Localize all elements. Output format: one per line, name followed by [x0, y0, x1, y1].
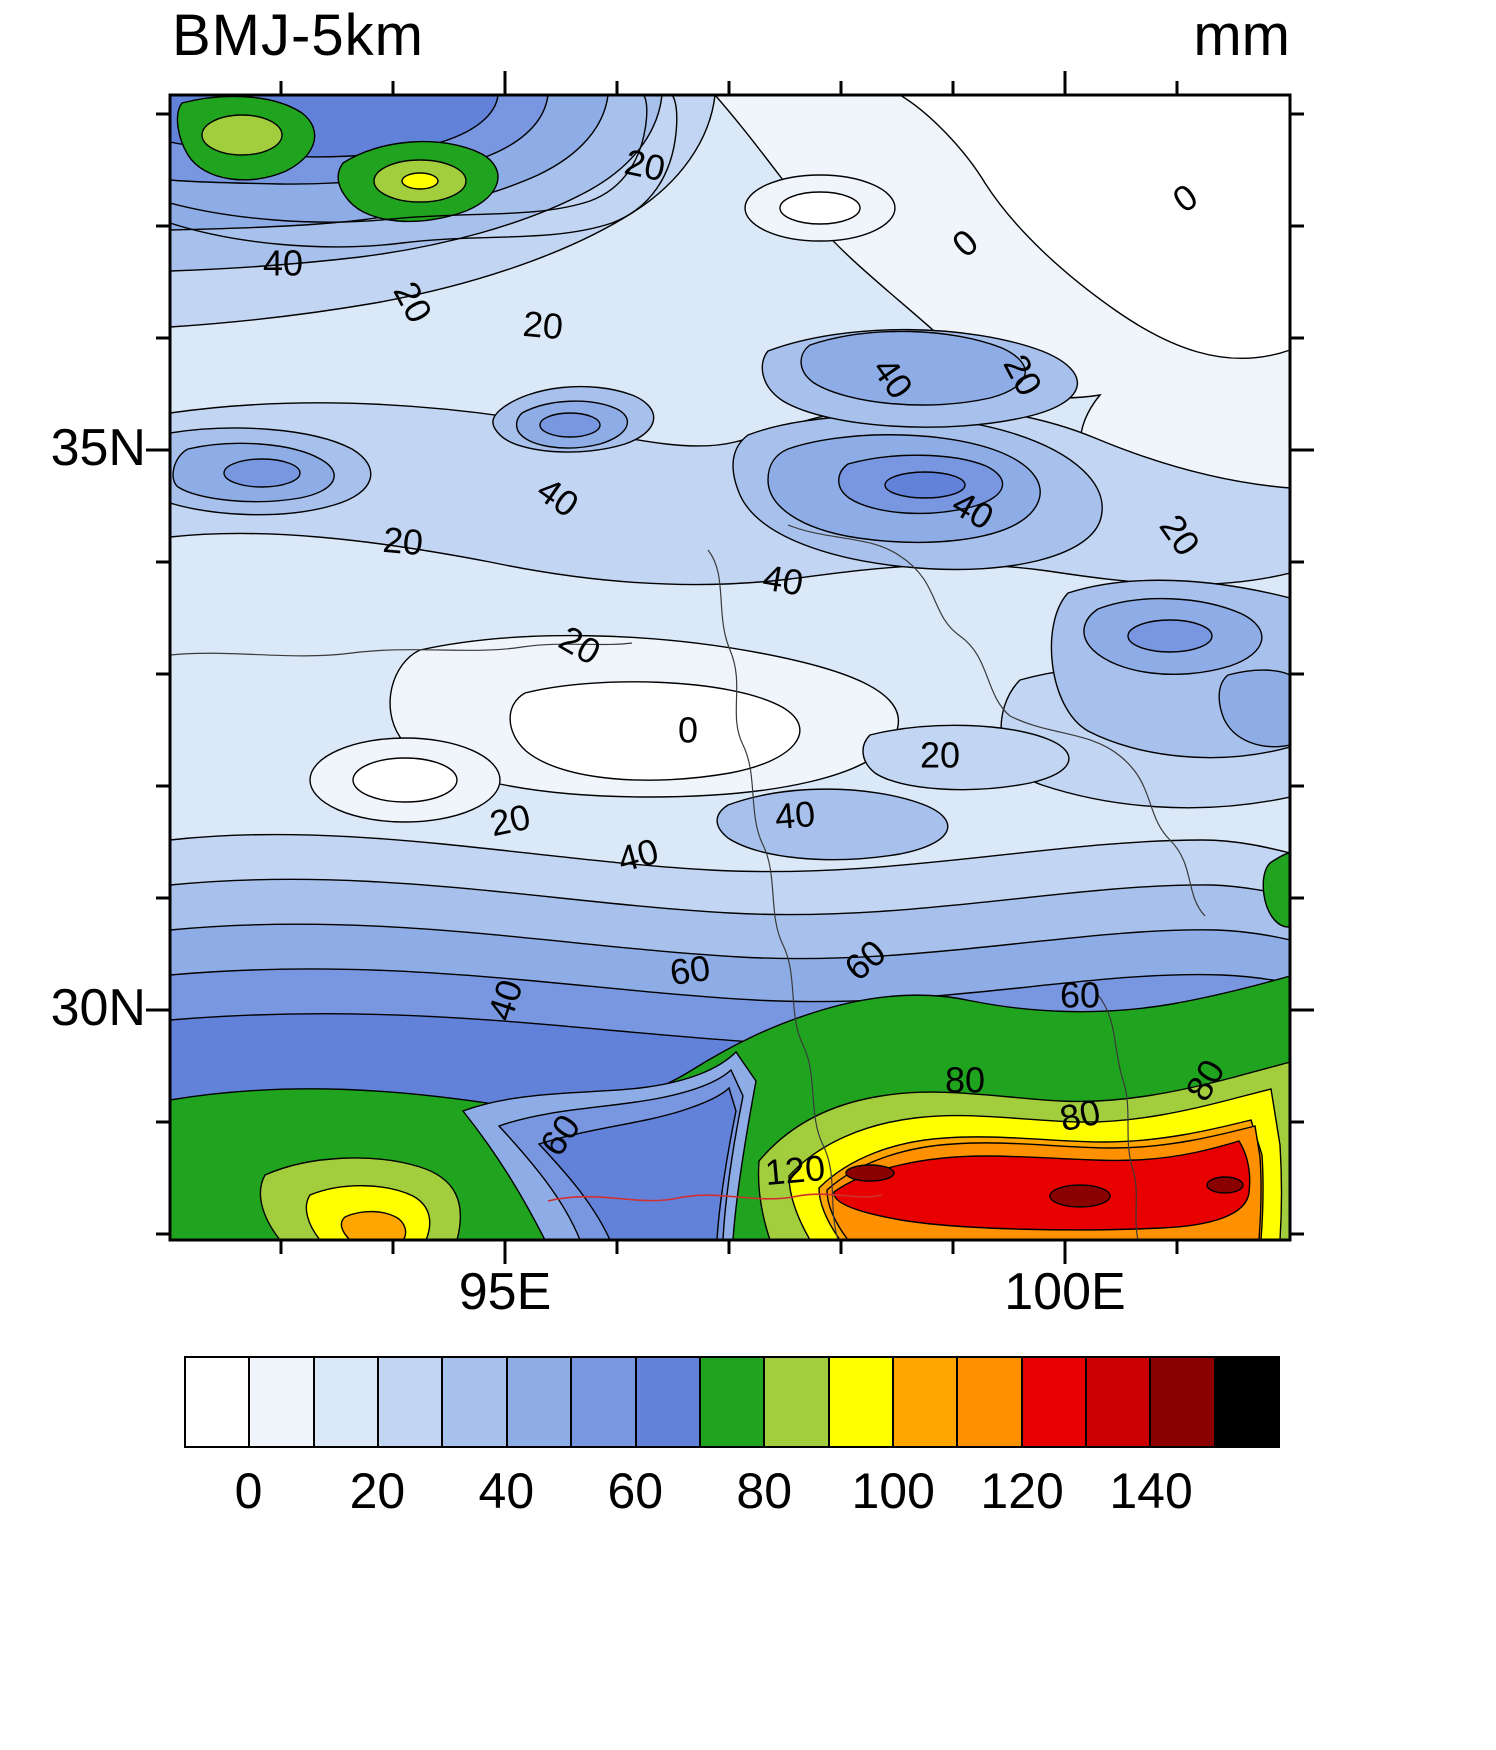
- x-axis-label-95e: 95E: [458, 1263, 552, 1321]
- colorbar-cell-10: [829, 1356, 894, 1448]
- contour-label-80: 80: [945, 1060, 985, 1101]
- plot-title: BMJ-5km: [172, 3, 424, 68]
- colorbar-tick-label-40: 40: [478, 1463, 535, 1519]
- colorbar-tick-label-0: 0: [234, 1463, 263, 1519]
- fills-heavy-rain: [757, 1061, 1290, 1240]
- contour-label-40: 40: [773, 793, 816, 837]
- colorbar-cell-2: [314, 1356, 380, 1448]
- fills-white: [352, 95, 1290, 803]
- fills-northwest-maxima: [176, 95, 499, 223]
- colorbar-tick-label-20: 20: [349, 1463, 406, 1519]
- contour-label-60: 60: [1060, 975, 1100, 1016]
- colorbar-cell-13: [1022, 1356, 1088, 1448]
- contour-label-20: 20: [920, 735, 960, 776]
- axis-ticks: [146, 71, 1314, 1264]
- fills-bottom-left-max: [259, 1157, 461, 1240]
- map-border-red: [547, 1193, 883, 1202]
- colorbar: [184, 1356, 1281, 1448]
- x-axis-label-100e: 100E: [1004, 1263, 1126, 1321]
- contour-label-80: 80: [1056, 1091, 1104, 1139]
- colorbar-cell-16: [1215, 1356, 1281, 1448]
- colorbar-cell-5: [507, 1356, 573, 1448]
- colorbar-tick-label-120: 120: [980, 1463, 1064, 1519]
- colorbar-cell-9: [765, 1356, 830, 1448]
- colorbar-cell-12: [958, 1356, 1023, 1448]
- contour-label-0: 0: [678, 710, 698, 751]
- colorbar-cell-7: [636, 1356, 701, 1448]
- colorbar-cell-4: [443, 1356, 508, 1448]
- contour-label-40: 40: [760, 556, 807, 603]
- contour-label-20: 20: [381, 519, 424, 563]
- fills-blue-wedge: [461, 1050, 757, 1240]
- colorbar-cell-3: [379, 1356, 444, 1448]
- colorbar-cell-8: [700, 1356, 766, 1448]
- colorbar-cell-0: [184, 1356, 251, 1448]
- colorbar-cell-6: [572, 1356, 637, 1448]
- colorbar-cell-14: [1087, 1356, 1152, 1448]
- colorbar-cell-1: [250, 1356, 315, 1448]
- y-axis-label-30n: 30N: [50, 979, 146, 1037]
- units-label: mm: [1193, 3, 1290, 68]
- contour-label-20: 20: [621, 141, 669, 189]
- colorbar-cell-15: [1151, 1356, 1216, 1448]
- map-borders: [170, 524, 1206, 1240]
- contour-label-60: 60: [667, 947, 712, 993]
- extra-contour-lines: [170, 95, 678, 248]
- contour-label-20: 20: [486, 796, 534, 844]
- colorbar-tick-label-100: 100: [851, 1463, 935, 1519]
- colorbar-cell-11: [893, 1356, 959, 1448]
- colorbar-tick-label-60: 60: [607, 1463, 664, 1519]
- colorbar-tick-label-80: 80: [736, 1463, 793, 1519]
- contour-label-120: 120: [763, 1147, 826, 1193]
- y-axis-label-35n: 35N: [50, 419, 146, 477]
- contour-label-40: 40: [263, 243, 303, 284]
- contour-label-20: 20: [521, 303, 564, 347]
- colorbar-tick-label-140: 140: [1109, 1463, 1193, 1519]
